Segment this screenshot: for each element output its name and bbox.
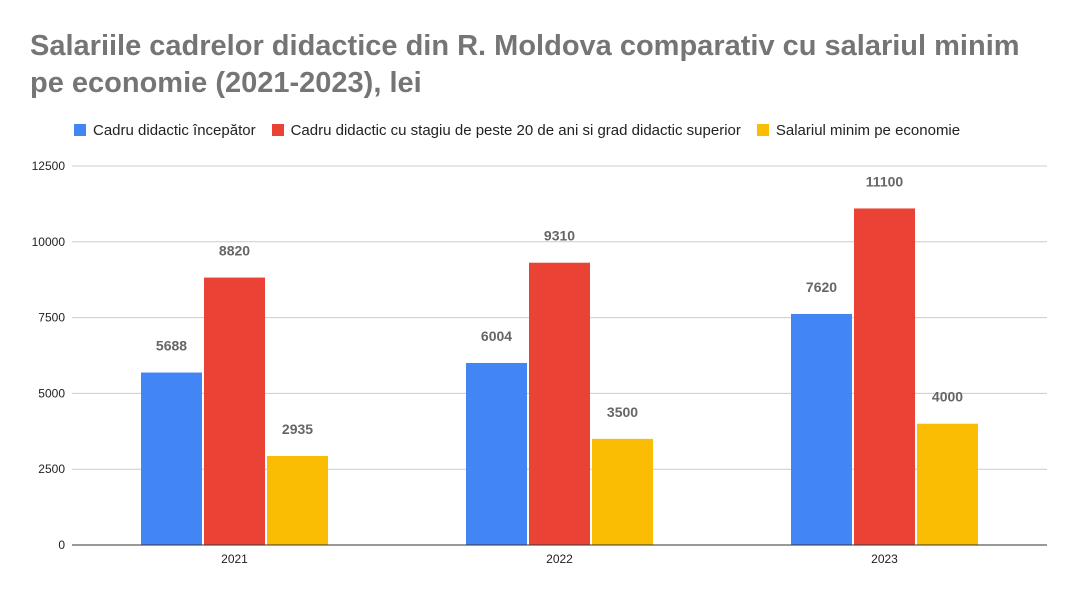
data-label: 6004	[481, 328, 512, 344]
legend-swatch	[756, 124, 769, 136]
legend-label: Salariul minim pe economie	[775, 121, 961, 139]
bar-2021-series-1	[141, 372, 202, 545]
chart-title: Salariile cadrelor didactice din R. Mold…	[30, 30, 1020, 99]
y-tick-label: 2500	[38, 462, 65, 476]
legend-item-3: Salariul minim pe economie	[756, 121, 961, 139]
y-axis-ticks: 0 2500 5000 7500 10000 12500	[32, 159, 66, 552]
x-tick-label: 2021	[221, 552, 248, 566]
legend-item-1: Cadru didactic începător	[74, 122, 256, 139]
bar-2021-series-3	[267, 456, 328, 545]
legend-swatch	[74, 124, 86, 136]
data-label: 2935	[282, 421, 313, 437]
legend-label: Cadru didactic începător	[93, 121, 256, 139]
bar-2022-series-2	[529, 262, 590, 545]
data-label: 9310	[544, 228, 575, 244]
y-tick-label: 10000	[32, 235, 66, 249]
legend-swatch	[271, 124, 284, 136]
bar-2021-series-2	[204, 277, 265, 545]
x-axis-ticks: 2021 2022 2023	[221, 552, 898, 566]
y-tick-label: 12500	[32, 159, 66, 173]
y-tick-label: 0	[58, 538, 65, 552]
legend-item-2: Cadru didactic cu stagiu de peste 20 de …	[271, 121, 741, 139]
data-label: 3500	[607, 404, 638, 420]
x-tick-label: 2023	[871, 552, 898, 566]
bar-2023-series-1	[791, 313, 852, 545]
bar-2022-series-1	[466, 362, 527, 545]
y-tick-label: 5000	[38, 386, 65, 400]
bar-2022-series-3	[592, 438, 653, 545]
data-label: 4000	[932, 389, 963, 405]
legend-label: Cadru didactic cu stagiu de peste 20 de …	[290, 121, 741, 139]
data-label: 11100	[866, 173, 904, 189]
data-label: 7620	[806, 279, 837, 295]
bar-2023-series-3	[917, 423, 978, 545]
bar-2023-series-2	[854, 208, 915, 545]
bars	[141, 208, 978, 545]
data-labels: 5688 8820 2935 6004 9310 3500 7620 11100 4000	[156, 173, 963, 437]
y-tick-label: 7500	[38, 311, 65, 325]
data-label: 8820	[219, 243, 250, 259]
chart-legend: Cadru didactic începător Cadru didactic c…	[74, 121, 976, 139]
x-tick-label: 2022	[546, 552, 573, 566]
data-label: 5688	[156, 338, 187, 354]
